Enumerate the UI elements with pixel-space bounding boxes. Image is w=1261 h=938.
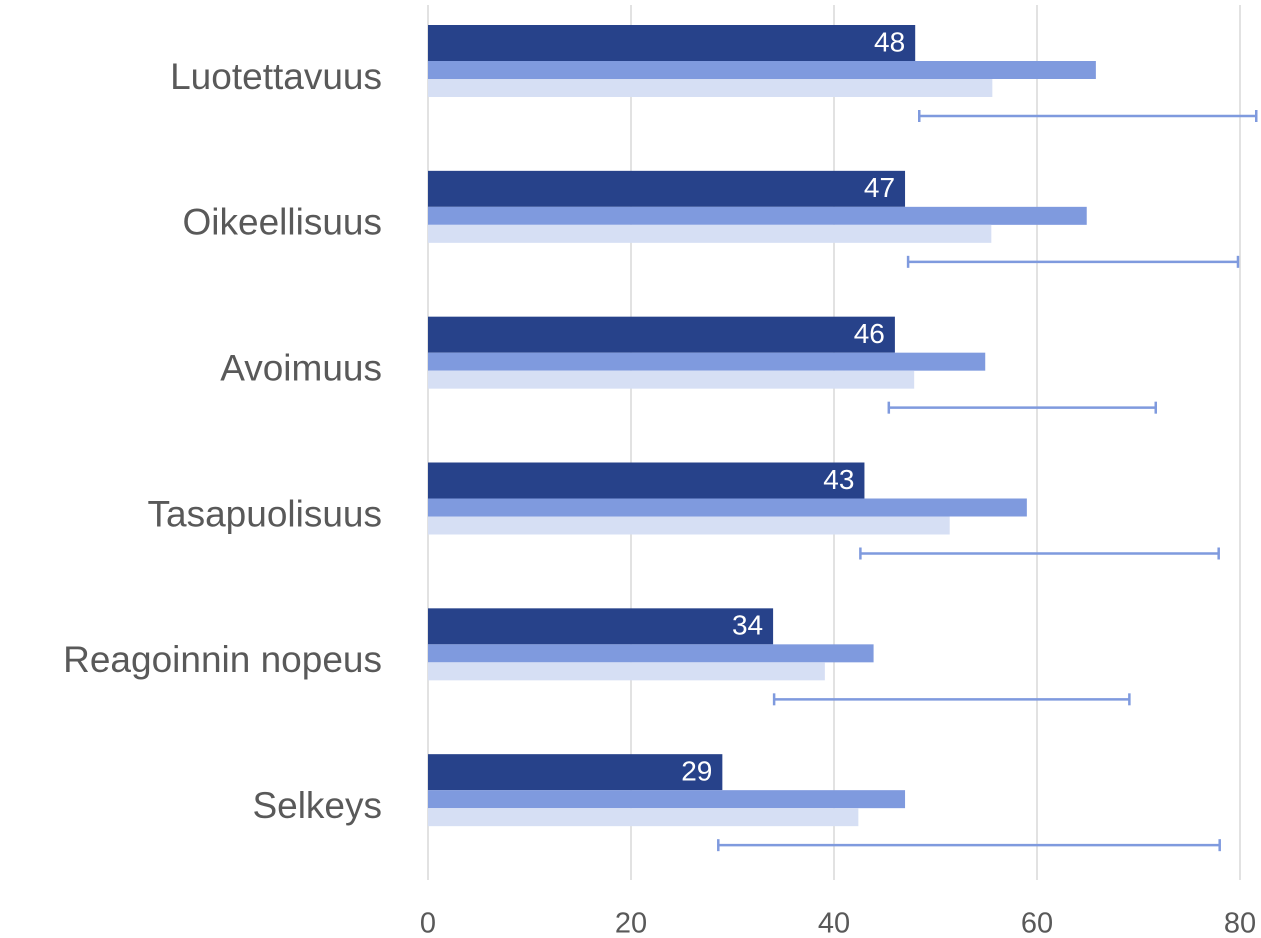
x-tick-label: 60 [1021,908,1053,938]
y-tick-label: Avoimuus [220,347,382,388]
data-label: 29 [681,756,712,787]
data-label: 43 [823,464,854,495]
bar [428,754,723,791]
bar [428,608,774,645]
bar [428,170,906,207]
bar [428,206,1087,225]
x-tick-label: 20 [615,908,647,938]
bar [428,79,993,97]
bar [428,370,915,389]
bar [428,61,1096,79]
y-tick-label: Luotettavuus [170,56,382,97]
bar [428,516,950,535]
bar [428,462,865,499]
x-tick-label: 80 [1224,908,1256,938]
y-tick-label: Tasapuolisuus [148,493,382,534]
bar [428,352,986,371]
bar [428,316,895,353]
data-label: 34 [732,610,763,641]
y-tick-label: Selkeys [252,785,382,826]
x-tick-label: 40 [818,908,850,938]
bar [428,498,1027,517]
bar [428,644,874,663]
bar [428,790,906,809]
bar [428,662,825,681]
y-tick-label: Oikeellisuus [183,202,382,243]
data-label: 46 [854,318,885,349]
data-label: 47 [864,172,895,203]
bar [428,25,916,61]
bar [428,224,992,243]
bar [428,808,859,827]
x-tick-label: 0 [420,908,436,938]
data-label: 48 [874,26,905,57]
y-tick-label: Reagoinnin nopeus [63,639,382,680]
